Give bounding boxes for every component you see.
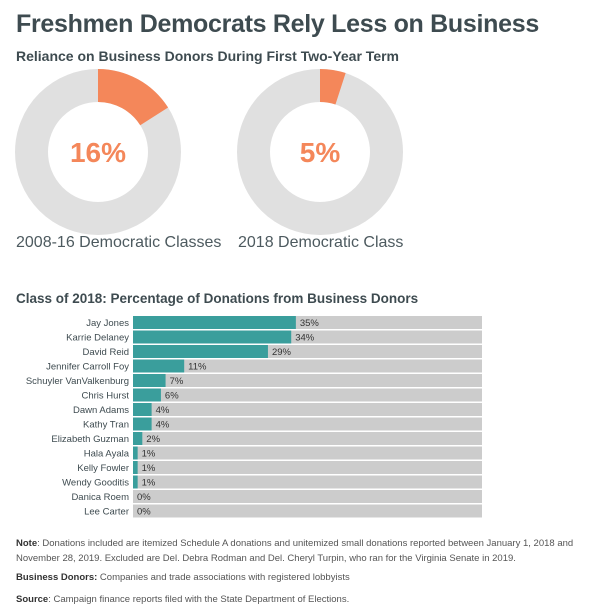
- bar-track: [133, 461, 482, 474]
- category-label: Karrie Delaney: [66, 333, 129, 344]
- bar: [133, 316, 296, 329]
- bar-track: [133, 403, 482, 416]
- business-donors-definition: Business Donors: Companies and trade ass…: [16, 570, 591, 585]
- category-label: Schuyler VanValkenburg: [26, 376, 129, 387]
- donut-slice: [320, 69, 346, 105]
- bar-chart-title: Class of 2018: Percentage of Donations f…: [16, 291, 419, 306]
- value-label: 0%: [137, 507, 151, 518]
- source-text: Source: Campaign finance reports filed w…: [16, 592, 591, 607]
- bar: [133, 388, 161, 402]
- source-body: : Campaign finance reports filed with th…: [48, 594, 350, 605]
- donut-value-label: 5%: [300, 137, 341, 168]
- bar-track: [133, 475, 482, 489]
- category-label: Chris Hurst: [81, 391, 129, 402]
- donut-section-title: Reliance on Business Donors During First…: [16, 48, 400, 64]
- bar: [133, 403, 152, 416]
- bar: [133, 330, 292, 344]
- category-label: Hala Ayala: [84, 449, 130, 460]
- value-label: 35%: [300, 318, 320, 329]
- value-label: 7%: [170, 376, 184, 387]
- category-label: Danica Roem: [71, 492, 129, 503]
- category-label: Kelly Fowler: [77, 463, 129, 474]
- bar: [133, 417, 152, 431]
- bar-track: [133, 446, 482, 460]
- value-label: 1%: [142, 478, 156, 489]
- donut-label-2: 2018 Democratic Class: [238, 234, 404, 251]
- value-label: 1%: [142, 449, 156, 460]
- bar: [133, 374, 166, 387]
- bar: [133, 359, 185, 373]
- donut-charts: 16% 5%: [15, 69, 403, 235]
- bar-track: [133, 432, 482, 445]
- value-label: 11%: [188, 362, 207, 373]
- category-label: Jennifer Carroll Foy: [46, 362, 129, 373]
- category-label: Jay Jones: [86, 318, 129, 329]
- bar-chart: Jay Jones 35% Karrie Delaney 34% David Reid 2…: [26, 316, 482, 518]
- bar: [133, 432, 143, 445]
- bar-track: [133, 374, 482, 387]
- value-label: 6%: [165, 391, 179, 402]
- category-label: Lee Carter: [84, 507, 129, 518]
- bar: [133, 446, 138, 460]
- bd-label: Business Donors:: [16, 572, 98, 583]
- value-label: 29%: [272, 347, 292, 358]
- note-text: Note: Donations included are itemized Sc…: [16, 536, 591, 566]
- note-body: : Donations included are itemized Schedu…: [16, 538, 574, 564]
- category-label: David Reid: [83, 347, 129, 358]
- category-label: Kathy Tran: [83, 420, 129, 431]
- category-label: Dawn Adams: [73, 405, 129, 416]
- bar: [133, 475, 138, 489]
- value-label: 2%: [146, 434, 160, 445]
- value-label: 4%: [156, 405, 170, 416]
- value-label: 34%: [295, 333, 315, 344]
- bar-track: [133, 359, 482, 373]
- bar-track: [133, 504, 482, 518]
- category-label: Wendy Gooditis: [62, 478, 129, 489]
- bar: [133, 461, 138, 474]
- bd-body: Companies and trade associations with re…: [97, 572, 350, 583]
- bar-track: [133, 490, 482, 503]
- category-label: Elizabeth Guzman: [51, 434, 129, 445]
- source-label: Source: [16, 594, 49, 605]
- value-label: 1%: [142, 463, 156, 474]
- donut-slice: [98, 69, 169, 126]
- note-label: Note: [16, 538, 38, 549]
- bar-track: [133, 417, 482, 431]
- value-label: 0%: [137, 492, 151, 503]
- bar-track: [133, 388, 482, 402]
- donut-label-1: 2008-16 Democratic Classes: [16, 234, 222, 251]
- value-label: 4%: [156, 420, 170, 431]
- donut-value-label: 16%: [70, 137, 126, 168]
- page-title: Freshmen Democrats Rely Less on Business: [16, 10, 539, 38]
- bar: [133, 345, 268, 358]
